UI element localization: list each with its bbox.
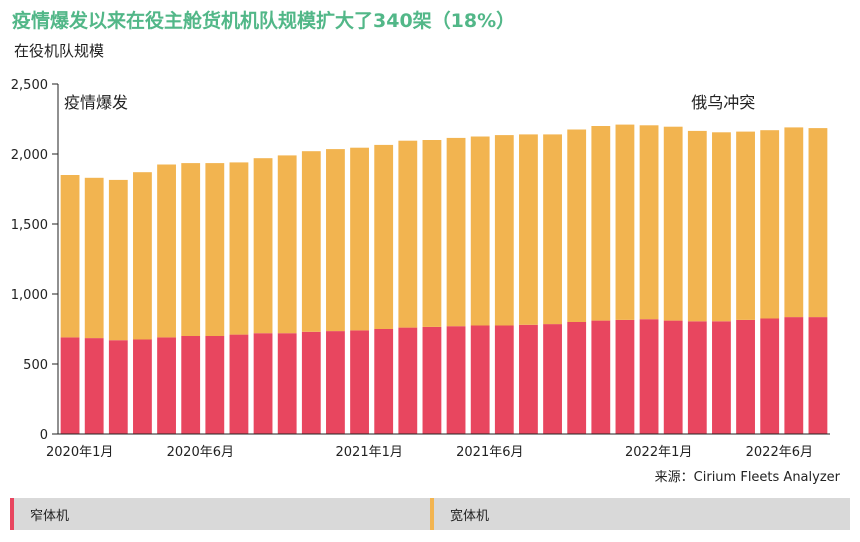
bar-widebody <box>398 140 418 328</box>
bar-widebody <box>543 134 562 325</box>
bar-narrowbody <box>422 326 442 434</box>
chart-annotation: 疫情爆发 <box>64 93 128 112</box>
bar-narrowbody <box>808 317 828 434</box>
bar-widebody <box>567 129 587 322</box>
x-tick-label: 2021年1月 <box>336 445 403 460</box>
bar-widebody <box>687 130 707 322</box>
x-tick-label: 2021年6月 <box>456 445 523 460</box>
bar-narrowbody <box>494 325 514 434</box>
bar-narrowbody <box>446 326 466 434</box>
legend-swatch-narrowbody <box>10 498 14 530</box>
bar-widebody <box>133 172 152 340</box>
bar-widebody <box>784 127 804 318</box>
bar-widebody <box>470 136 490 326</box>
bar-widebody <box>301 151 321 332</box>
bar-widebody <box>808 128 828 318</box>
bar-widebody <box>519 134 538 325</box>
bar-widebody <box>277 155 297 334</box>
x-tick-label: 2022年6月 <box>746 445 813 460</box>
bar-widebody <box>229 162 249 335</box>
bar-narrowbody <box>84 338 104 434</box>
bar-narrowbody <box>350 330 369 434</box>
chart-annotation: 俄乌冲突 <box>691 93 755 112</box>
y-tick-label: 500 <box>23 358 48 373</box>
bar-narrowbody <box>398 327 418 434</box>
bar-narrowbody <box>712 321 731 434</box>
bar-widebody <box>446 137 466 327</box>
y-tick-label: 2,500 <box>11 78 48 93</box>
bar-narrowbody <box>181 336 201 434</box>
bar-widebody <box>350 147 369 331</box>
bar-widebody <box>205 163 225 336</box>
bar-narrowbody <box>374 329 394 434</box>
bar-narrowbody <box>108 340 128 434</box>
legend-label-narrowbody: 窄体机 <box>30 508 70 524</box>
bar-widebody <box>639 125 659 320</box>
legend-item-narrowbody: 窄体机 <box>10 498 69 530</box>
bar-widebody <box>712 132 731 322</box>
stacked-bar-chart: 0 500 1,000 1,500 2,000 2,500 2020年1月 2020年6月 20… <box>11 78 830 460</box>
bar-widebody <box>157 164 176 338</box>
bar-narrowbody <box>326 331 345 434</box>
y-tick-label: 1,000 <box>11 288 48 303</box>
y-tick-label: 2,000 <box>11 148 48 163</box>
bar-widebody <box>84 177 104 339</box>
bar-narrowbody <box>591 320 611 434</box>
bar-narrowbody <box>736 319 755 434</box>
bar-widebody <box>615 124 635 320</box>
chart-title: 疫情爆发以来在役主舱货机机队规模扩大了340架（18%） <box>12 10 516 32</box>
bar-widebody <box>374 144 394 329</box>
bar-narrowbody <box>229 334 249 434</box>
bar-narrowbody <box>301 331 321 434</box>
bar-widebody <box>181 163 201 336</box>
bar-narrowbody <box>784 317 804 434</box>
bar-widebody <box>422 140 442 327</box>
legend-label-widebody: 宽体机 <box>450 508 490 524</box>
bar-narrowbody <box>543 324 562 434</box>
bar-widebody <box>494 135 514 326</box>
bar-widebody <box>760 130 780 319</box>
bar-narrowbody <box>519 324 538 434</box>
bar-widebody <box>736 131 755 320</box>
bar-narrowbody <box>470 325 490 434</box>
source-note: 来源：Cirium Fleets Analyzer <box>654 470 840 485</box>
bar-narrowbody <box>639 319 659 434</box>
chart-subtitle: 在役机队规模 <box>14 42 105 60</box>
bar-narrowbody <box>687 321 707 434</box>
bar-narrowbody <box>663 320 683 434</box>
bar-narrowbody <box>615 319 635 434</box>
bar-narrowbody <box>567 322 587 434</box>
bar-narrowbody <box>60 337 80 434</box>
x-tick-label: 2022年1月 <box>625 445 692 460</box>
bar-widebody <box>326 149 345 332</box>
bar-narrowbody <box>133 339 152 434</box>
bar-narrowbody <box>760 318 780 434</box>
legend: 窄体机 宽体机 <box>10 498 850 530</box>
y-tick-label: 1,500 <box>11 218 48 233</box>
bar-narrowbody <box>205 336 225 434</box>
bar-widebody <box>663 126 683 321</box>
legend-swatch-widebody <box>430 498 434 530</box>
bar-narrowbody <box>277 333 297 434</box>
bar-narrowbody <box>157 337 176 434</box>
x-tick-label: 2020年1月 <box>46 445 113 460</box>
bar-widebody <box>60 175 80 338</box>
bar-narrowbody <box>253 333 273 434</box>
x-tick-label: 2020年6月 <box>167 445 234 460</box>
y-tick-label: 0 <box>40 428 48 443</box>
bar-widebody <box>253 158 273 334</box>
bar-widebody <box>591 126 611 321</box>
bar-widebody <box>108 179 128 341</box>
legend-item-widebody: 宽体机 <box>430 498 489 530</box>
